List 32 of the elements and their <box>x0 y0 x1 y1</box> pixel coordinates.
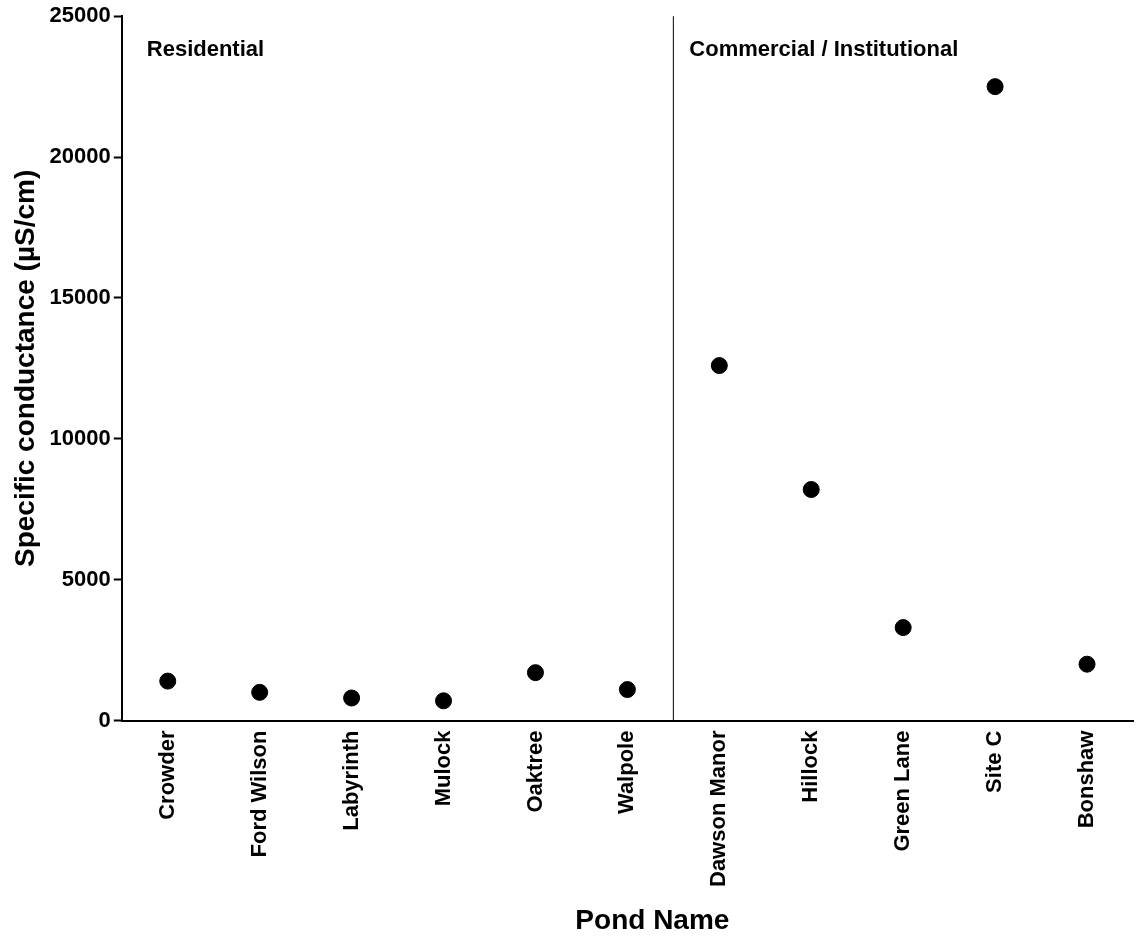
x-tick-label: Site C <box>981 730 1007 793</box>
x-tick-label: Hillock <box>797 729 823 803</box>
x-tick-label: Bonshaw <box>1073 729 1099 829</box>
x-tick-label: Oaktree <box>521 730 547 813</box>
x-tick-label: Labyrinth <box>337 730 363 831</box>
point <box>343 689 361 707</box>
point <box>526 664 544 682</box>
point <box>894 619 912 637</box>
x-tick-label: Dawson Manor <box>705 730 731 888</box>
y-tick-label: 10000 <box>49 424 111 450</box>
annotation: Commercial / Institutional <box>689 36 959 62</box>
y-tick-label: 5000 <box>61 565 111 591</box>
y-axis-title: Specific conductance (µS/cm) <box>8 169 40 568</box>
x-tick-label: Mulock <box>429 729 455 807</box>
x-tick-label: Crowder <box>153 730 179 820</box>
point <box>710 357 728 375</box>
point <box>1078 655 1096 673</box>
point <box>802 481 820 499</box>
x-axis-title: Pond Name <box>575 903 730 935</box>
x-tick-label: Ford Wilson <box>245 730 271 858</box>
y-tick-label: 15000 <box>49 284 111 309</box>
annotation: Residential <box>146 36 265 62</box>
point <box>435 692 453 710</box>
point <box>251 683 269 701</box>
x-tick-label: Walpole <box>613 730 639 815</box>
y-tick-label: 25000 <box>49 2 111 28</box>
point <box>986 78 1004 96</box>
x-tick-label: Green Lane <box>889 730 915 852</box>
y-tick-label: 20000 <box>49 143 111 169</box>
point <box>618 681 636 699</box>
y-tick-label: 0 <box>98 706 111 732</box>
point <box>159 672 177 690</box>
